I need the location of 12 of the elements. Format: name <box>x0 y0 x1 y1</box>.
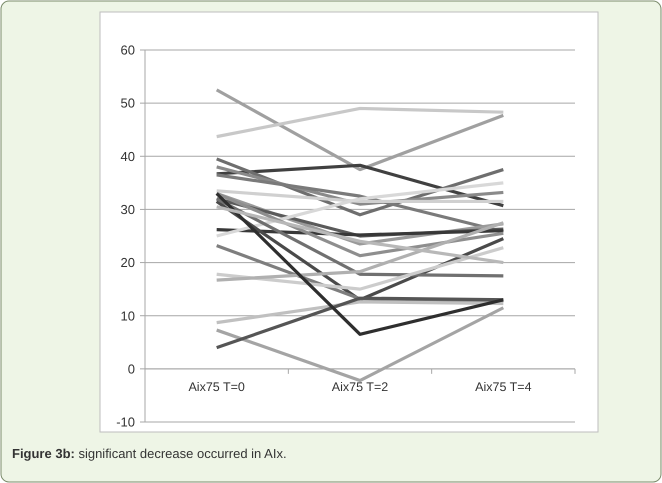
y-tick-label: 20 <box>120 255 135 270</box>
y-tick-label: 30 <box>120 202 135 217</box>
y-tick-label: 10 <box>120 308 135 324</box>
x-tick-label: Aix75 T=0 <box>188 380 245 394</box>
y-tick-label: 60 <box>120 42 135 58</box>
y-tick-label: -10 <box>116 414 135 430</box>
y-tick-label: 0 <box>128 361 135 376</box>
x-tick-label: Aix75 T=4 <box>475 380 532 394</box>
y-tick-label: 50 <box>120 96 135 111</box>
y-tick-label: 40 <box>120 148 135 164</box>
caption: Figure 3b: significant decrease occurred in AIx. <box>12 446 287 461</box>
x-tick-label: Aix75 T=2 <box>332 380 388 394</box>
